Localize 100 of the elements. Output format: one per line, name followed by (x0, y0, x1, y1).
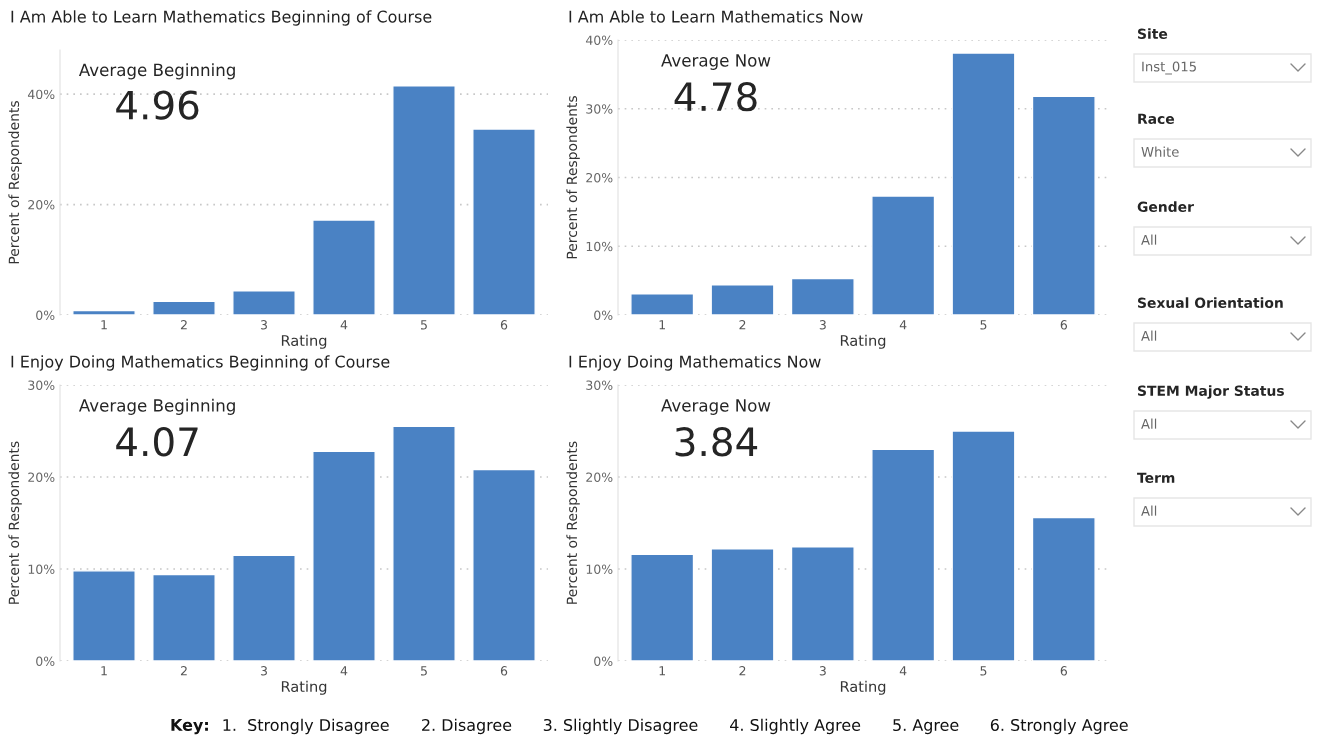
x-tick-label: 1 (659, 666, 665, 676)
y-tick-label: 0% (36, 310, 55, 320)
text: 4. Slightly Agree (730, 718, 861, 735)
x-tick-label: 3 (260, 320, 267, 330)
bar (152, 573, 216, 661)
bar (392, 85, 456, 315)
chart-title: I Am Able to Learn Mathematics Beginning of Course (11, 10, 432, 26)
y-tick-label: 40% (27, 89, 55, 100)
y-tick-label: 10% (28, 564, 55, 574)
annotation: 3.84 (675, 427, 758, 457)
x-tick-label: 6 (1060, 320, 1068, 330)
y-tick-label: 10% (586, 241, 613, 252)
text: 3. Slightly Disagree (543, 718, 698, 735)
x-tick-label: 2 (739, 666, 746, 676)
bar (1031, 516, 1096, 661)
bar (790, 277, 855, 315)
x-tick-label: 2 (180, 666, 187, 676)
y-tick-label: 30% (586, 104, 613, 114)
text: 5. Agree (893, 719, 959, 735)
text: Sexual Orientation (1138, 297, 1283, 309)
x-axis-title: Rating (281, 334, 327, 349)
x-tick-label: 6 (1060, 666, 1068, 676)
x-tick-label: 4 (899, 320, 907, 330)
bar (152, 300, 216, 315)
x-tick-label: 6 (500, 666, 508, 676)
x-axis-title: Rating (281, 680, 327, 695)
text: Inst_015 (1142, 61, 1196, 75)
x-tick-label: 5 (980, 320, 987, 330)
chart-title: I Enjoy Doing Mathematics Now (569, 355, 821, 371)
annotation: 4.07 (116, 427, 198, 457)
bar (1031, 95, 1096, 315)
x-tick-label: 2 (180, 320, 187, 330)
x-axis-title: Rating (840, 680, 886, 695)
y-tick-label: 10% (586, 564, 613, 574)
text: STEM Major Status (1138, 385, 1284, 399)
annotation: Average Now (661, 54, 771, 70)
y-tick-label: 20% (28, 200, 55, 210)
x-tick-label: 5 (420, 666, 427, 676)
annotation: Average Now (661, 399, 771, 415)
x-tick-label: 5 (420, 320, 427, 330)
y-axis-title: Percent of Respondents (566, 441, 580, 604)
text: 2. Disagree (422, 718, 512, 735)
chart-title: I Am Able to Learn Mathematics Now (569, 10, 863, 23)
x-tick-label: 4 (899, 666, 907, 676)
annotation: 4.78 (674, 81, 757, 112)
text: Term (1137, 472, 1175, 484)
x-tick-label: 3 (819, 320, 826, 330)
text: Gender (1137, 201, 1194, 213)
annotation: Average Beginning (78, 63, 235, 80)
bar (951, 52, 1016, 315)
y-axis-title: Percent of Respondents (8, 441, 22, 604)
y-tick-label: 30% (28, 380, 55, 390)
y-tick-label: 20% (586, 172, 613, 183)
annotation: 4.96 (116, 90, 199, 120)
x-tick-label: 5 (980, 666, 987, 676)
bar (871, 448, 936, 661)
x-axis-title: Rating (840, 334, 886, 349)
text: Key: (171, 719, 208, 735)
text: All (1141, 234, 1157, 245)
text: Site (1138, 28, 1168, 40)
x-tick-label: 3 (819, 666, 826, 676)
y-tick-label: 40% (585, 35, 613, 45)
y-axis-title: Percent of Respondents (566, 96, 580, 259)
y-tick-label: 20% (586, 472, 613, 482)
x-tick-label: 4 (340, 666, 348, 676)
x-tick-label: 6 (500, 320, 508, 330)
bar (951, 430, 1016, 661)
x-tick-label: 1 (101, 666, 107, 676)
bar (871, 195, 936, 315)
text: All (1141, 330, 1157, 341)
bar (790, 546, 855, 661)
bar (472, 128, 536, 315)
text: 1. Strongly Disagree (223, 718, 389, 735)
bar (312, 450, 376, 661)
x-tick-label: 1 (659, 320, 665, 330)
chart-title: I Enjoy Doing Mathematics Beginning of Course (11, 355, 390, 371)
y-tick-label: 20% (28, 472, 55, 482)
y-tick-label: 0% (594, 310, 613, 320)
text: Race (1138, 113, 1175, 125)
y-tick-label: 30% (586, 380, 613, 390)
x-tick-label: 3 (260, 666, 267, 676)
bar (312, 219, 376, 315)
bar (392, 425, 456, 661)
bar (72, 309, 136, 315)
bar (232, 290, 296, 315)
bar (710, 548, 775, 661)
text: 6. Strongly Agree (990, 718, 1128, 735)
x-tick-label: 2 (739, 320, 746, 330)
bar (710, 284, 775, 315)
x-tick-label: 1 (101, 320, 107, 330)
bar (630, 553, 695, 661)
text: White (1141, 146, 1179, 157)
y-tick-label: 0% (36, 656, 55, 666)
x-tick-label: 4 (340, 320, 348, 330)
y-tick-label: 0% (594, 656, 613, 666)
text: All (1141, 505, 1157, 516)
bar (72, 570, 136, 661)
annotation: Average Beginning (78, 398, 235, 415)
y-axis-title: Percent of Respondents (8, 101, 22, 264)
bar (232, 554, 296, 661)
